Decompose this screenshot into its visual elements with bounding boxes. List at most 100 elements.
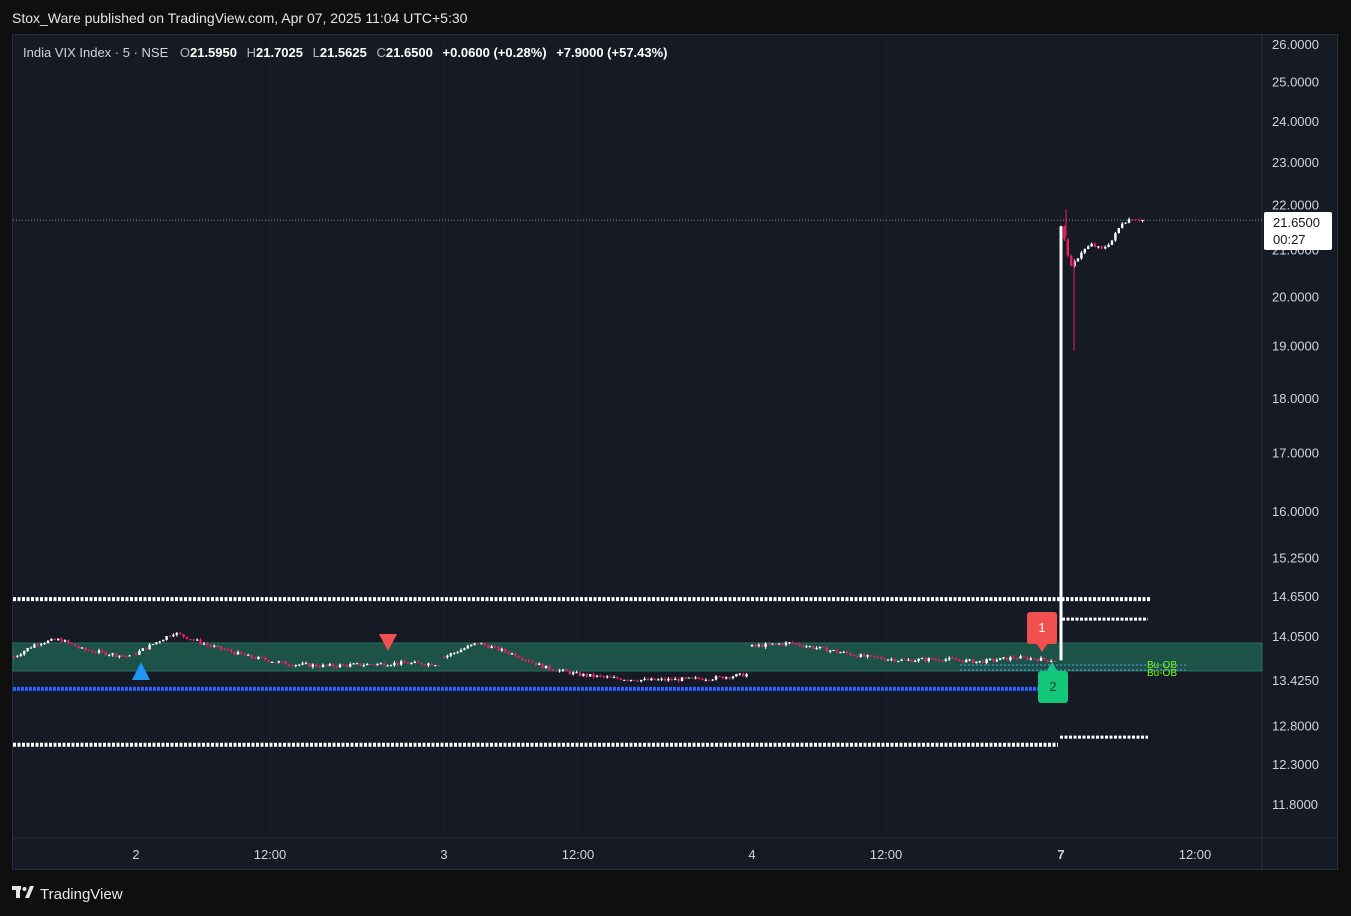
candle-body [670, 678, 673, 681]
candle-body [822, 646, 825, 648]
candle-body [94, 652, 97, 654]
candle-body [151, 644, 155, 646]
chart-frame[interactable] [12, 34, 1338, 870]
candle-body [1022, 656, 1026, 658]
candle-body [417, 661, 420, 663]
y-tick-label: 17.0000 [1272, 446, 1319, 461]
candle-body [366, 663, 369, 666]
y-tick-label: 14.0500 [1272, 629, 1319, 644]
candle-body [721, 676, 724, 679]
candle-body [551, 669, 554, 671]
y-tick-label: 22.0000 [1272, 198, 1319, 213]
candle-body [456, 652, 459, 654]
y-tick-label: 12.3000 [1272, 757, 1319, 772]
symbol-label[interactable]: India VIX Index · 5 · NSE [23, 45, 169, 60]
candle-body [311, 664, 314, 667]
candle-body [680, 677, 684, 682]
candle-body [568, 671, 571, 675]
candle-body [335, 666, 338, 668]
candle-body [148, 644, 151, 650]
candle-body [507, 651, 510, 654]
candle-body [1005, 657, 1009, 661]
candle-body [87, 650, 90, 652]
candle-body [476, 643, 480, 645]
y-tick-label: 18.0000 [1272, 391, 1319, 406]
candle-body [406, 662, 410, 665]
candle-body [253, 657, 257, 659]
candle-body [863, 654, 866, 657]
candle-body [267, 660, 270, 663]
candle-body [616, 677, 619, 679]
tradingview-logo-icon[interactable] [12, 885, 34, 904]
last-price-value: 21.6500 [1273, 215, 1320, 230]
candle-body [1070, 255, 1073, 267]
candle-body [1009, 657, 1012, 661]
candle-body [301, 663, 304, 665]
candle-body [53, 638, 56, 641]
candle-body [575, 672, 578, 674]
candle-body [33, 644, 36, 648]
candle-body [674, 678, 677, 681]
sell-triangle-icon [379, 634, 397, 651]
candle-body [626, 679, 629, 681]
candle-body [172, 634, 175, 637]
symbol-legend: India VIX Index · 5 · NSE O21.5950 H21.7… [23, 45, 668, 60]
candle-body [284, 661, 287, 665]
candle-body [761, 644, 764, 648]
candle-body [1093, 243, 1097, 247]
y-tick-label: 14.6500 [1272, 589, 1319, 604]
candle-body [784, 642, 788, 646]
candle-body [355, 663, 359, 665]
candle-body [517, 656, 520, 659]
y-tick-label: 13.4250 [1272, 673, 1319, 688]
candle-body [801, 645, 805, 647]
candle-body [612, 677, 616, 679]
candle-body [1141, 220, 1144, 222]
candle-body [434, 665, 437, 667]
candle-body [1087, 246, 1090, 249]
candle-body [437, 665, 440, 667]
candle-body [497, 646, 500, 651]
candle-body [1138, 219, 1141, 221]
candle-body [1063, 226, 1066, 240]
candle-body [29, 647, 33, 649]
brand-name[interactable]: TradingView [40, 886, 123, 903]
candle-body [304, 663, 308, 665]
candle-body [1039, 657, 1043, 661]
candle-body [1131, 219, 1134, 221]
candle-body [1046, 659, 1049, 662]
candle-body [788, 642, 791, 644]
candle-body [534, 662, 537, 666]
candle-body [352, 663, 355, 665]
candle-body [1033, 658, 1036, 660]
candle-body [835, 650, 839, 653]
candle-body [975, 661, 978, 663]
candle-body [46, 640, 50, 644]
candle-body [832, 650, 835, 652]
candle-body [67, 640, 70, 643]
y-tick-label: 20.0000 [1272, 289, 1319, 304]
candle-body [257, 656, 260, 659]
candle-body [40, 643, 43, 645]
candle-body [771, 643, 774, 645]
candle-body [677, 678, 680, 682]
candle-body [12, 656, 16, 658]
candle-body [711, 679, 714, 681]
candle-body [757, 644, 760, 647]
candle-body [754, 644, 757, 647]
y-tick-label: 12.8000 [1272, 719, 1319, 734]
candle-body [876, 657, 879, 659]
candle-body [328, 664, 331, 666]
change-total-value: +7.9000 (+57.43%) [556, 45, 668, 60]
candle-body [196, 639, 199, 641]
candle-body [619, 678, 622, 680]
bu-ob-label: Bu-OB [1147, 668, 1177, 679]
candle-body [735, 674, 738, 677]
candle-body [247, 654, 250, 656]
candle-body [968, 659, 971, 661]
last-price-badge: 21.6500 00:27 [1264, 212, 1332, 250]
candle-body [531, 661, 534, 663]
candle-body [988, 658, 992, 660]
candle-body [141, 648, 144, 651]
